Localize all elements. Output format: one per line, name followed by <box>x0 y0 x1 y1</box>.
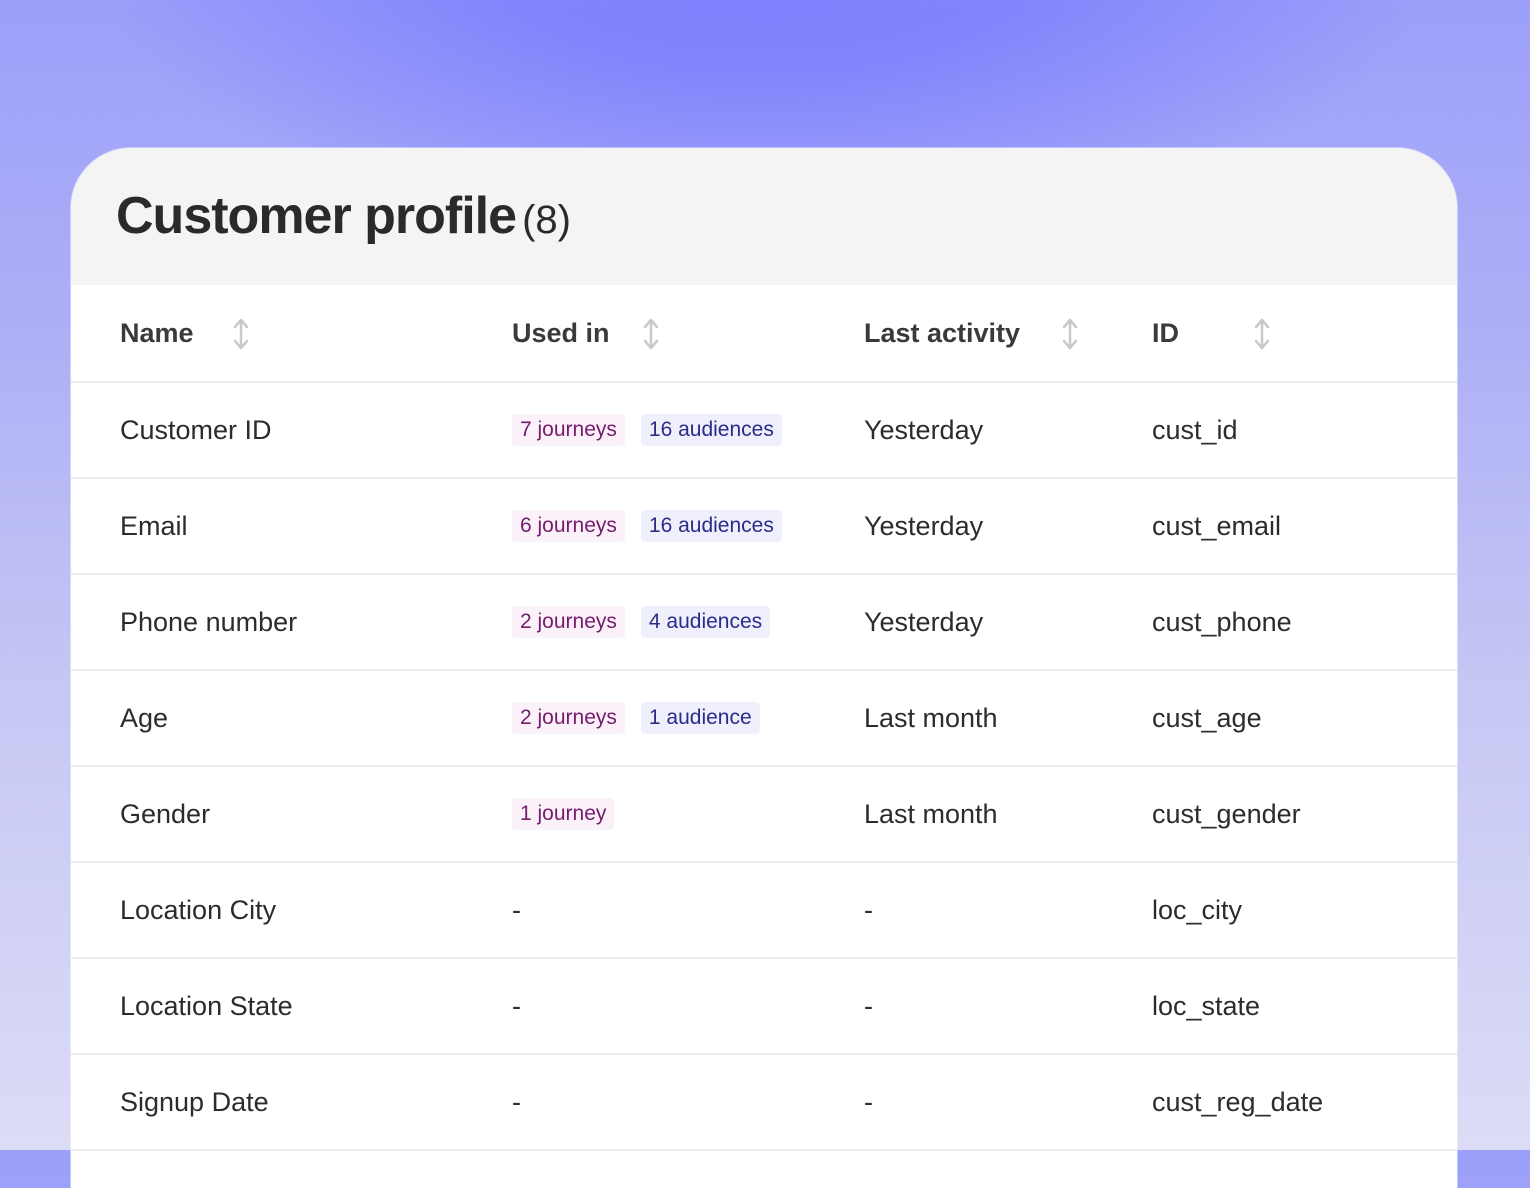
attribute-id: cust_reg_date <box>1152 1086 1324 1117</box>
sort-arrows-icon[interactable] <box>643 318 659 350</box>
last-activity: Last month <box>864 798 998 829</box>
attributes-table: Name Used in Last activity ID Customer I… <box>71 285 1457 1151</box>
last-activity: Yesterday <box>864 414 984 445</box>
sort-arrows-icon[interactable] <box>1062 318 1078 350</box>
table-row[interactable]: Phone number 2 journeys 4 audiences Yest… <box>71 575 1457 671</box>
column-header-id[interactable]: ID <box>1152 317 1179 348</box>
attribute-name: Signup Date <box>120 1086 269 1117</box>
journeys-badge[interactable]: 2 journeys <box>512 606 625 638</box>
customer-profile-card: Customer profile (8) Name Used in Last ac… <box>71 148 1457 1188</box>
table-row[interactable]: Location State - - loc_state <box>71 959 1457 1055</box>
attribute-id: cust_email <box>1152 510 1282 541</box>
audiences-badge[interactable]: 16 audiences <box>640 510 782 542</box>
attribute-name: Customer ID <box>120 414 272 445</box>
column-header-last-activity[interactable]: Last activity <box>864 317 1021 348</box>
last-activity: Yesterday <box>864 510 984 541</box>
last-activity: - <box>864 990 873 1021</box>
attribute-id: cust_gender <box>1152 798 1301 829</box>
column-header-used-in[interactable]: Used in <box>512 317 610 348</box>
attribute-id: cust_age <box>1152 702 1262 733</box>
page-title-text: Customer profile <box>116 187 517 245</box>
last-activity: Last month <box>864 702 998 733</box>
page-title: Customer profile (8) <box>116 186 571 246</box>
table-row[interactable]: Age 2 journeys 1 audience Last month cus… <box>71 671 1457 767</box>
attribute-name: Location State <box>120 990 293 1021</box>
used-in-cell: 2 journeys 1 audience <box>512 671 776 765</box>
attribute-name: Phone number <box>120 606 298 637</box>
card-header: Customer profile (8) <box>71 148 1457 285</box>
audiences-badge[interactable]: 4 audiences <box>640 606 771 638</box>
used-in-empty: - <box>512 1086 521 1117</box>
attribute-id: loc_city <box>1152 894 1243 925</box>
table-row[interactable]: Email 6 journeys 16 audiences Yesterday … <box>71 479 1457 575</box>
last-activity: - <box>864 894 873 925</box>
journeys-badge[interactable]: 1 journey <box>512 798 615 830</box>
used-in-cell: 1 journey <box>512 767 630 861</box>
attribute-id: cust_phone <box>1152 606 1292 637</box>
attribute-name: Gender <box>120 798 211 829</box>
used-in-empty: - <box>512 990 521 1021</box>
journeys-badge[interactable]: 6 journeys <box>512 510 625 542</box>
column-header-name[interactable]: Name <box>120 317 194 348</box>
table-row[interactable]: Customer ID 7 journeys 16 audiences Yest… <box>71 383 1457 479</box>
table-row[interactable]: Location City - - loc_city <box>71 863 1457 959</box>
used-in-empty: - <box>512 894 521 925</box>
journeys-badge[interactable]: 7 journeys <box>512 414 625 446</box>
used-in-cell: 2 journeys 4 audiences <box>512 575 786 669</box>
attribute-name: Email <box>120 510 188 541</box>
table-row[interactable]: Gender 1 journey Last month cust_gender <box>71 767 1457 863</box>
sort-arrows-icon[interactable] <box>1254 318 1270 350</box>
attribute-name: Age <box>120 702 169 733</box>
table-header-row: Name Used in Last activity ID <box>71 285 1457 383</box>
used-in-cell: 7 journeys 16 audiences <box>512 383 798 477</box>
last-activity: Yesterday <box>864 606 984 637</box>
sort-arrows-icon[interactable] <box>233 318 249 350</box>
attribute-name: Location City <box>120 894 277 925</box>
audiences-badge[interactable]: 16 audiences <box>640 414 782 446</box>
journeys-badge[interactable]: 2 journeys <box>512 702 625 734</box>
attribute-count: (8) <box>522 198 571 242</box>
audiences-badge[interactable]: 1 audience <box>640 702 760 734</box>
used-in-cell: 6 journeys 16 audiences <box>512 479 798 573</box>
last-activity: - <box>864 1086 873 1117</box>
attribute-id: loc_state <box>1152 990 1261 1021</box>
attribute-id: cust_id <box>1152 414 1238 445</box>
table-row[interactable]: Signup Date - - cust_reg_date <box>71 1055 1457 1151</box>
